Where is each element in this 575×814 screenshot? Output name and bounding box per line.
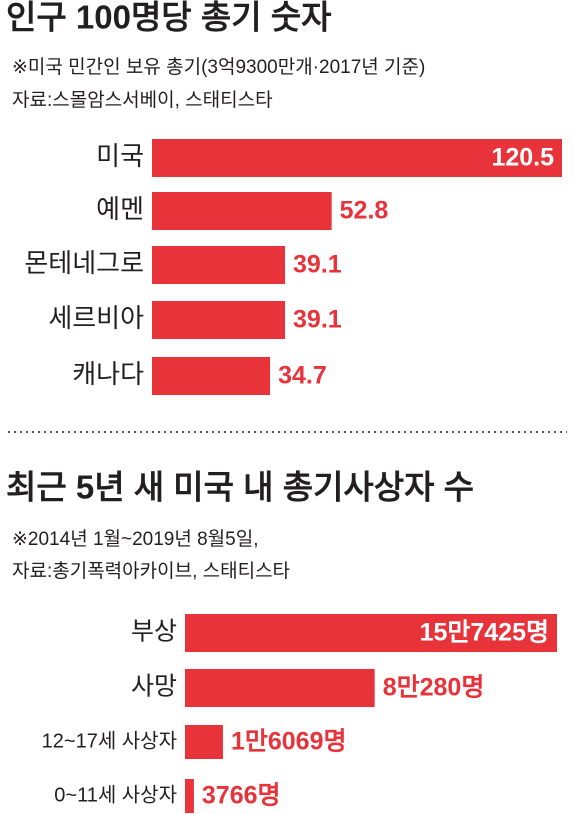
source: 자료:스몰암스서베이, 스태티스타 — [12, 89, 273, 111]
subtitle: ※미국 민간인 보유 총기(3억9300만개·2017년 기준) — [12, 56, 425, 78]
value-label: 3766명 — [202, 782, 281, 810]
category-label: 0~11세 사상자 — [54, 783, 177, 806]
category-label: 사망 — [131, 673, 177, 701]
value-label: 39.1 — [293, 251, 342, 279]
value-label: 34.7 — [278, 362, 327, 390]
value-label: 39.1 — [293, 306, 342, 334]
category-label: 몬테네그로 — [24, 248, 144, 278]
category-label: 부상 — [131, 618, 177, 646]
category-label: 세르비아 — [48, 303, 144, 333]
bar — [185, 669, 375, 707]
value-label: 1만6069명 — [231, 728, 347, 756]
bar — [152, 301, 286, 339]
category-label: 예멘 — [96, 194, 144, 224]
value-label: 15만7425명 — [420, 619, 549, 647]
bar — [152, 357, 271, 395]
value-label: 52.8 — [340, 197, 389, 225]
chart-title: 인구 100명당 총기 숫자 — [6, 0, 332, 36]
bar — [152, 246, 286, 284]
category-label: 미국 — [96, 141, 144, 171]
value-label: 120.5 — [491, 144, 554, 172]
bar — [185, 779, 194, 813]
subtitle: ※2014년 1월~2019년 8월5일, — [12, 528, 259, 550]
chart-title: 최근 5년 새 미국 내 총기사상자 수 — [6, 469, 474, 506]
bar — [152, 192, 332, 230]
bar — [185, 725, 223, 759]
value-label: 8만280명 — [383, 674, 485, 702]
bar — [185, 614, 557, 652]
bar — [152, 139, 562, 177]
category-label: 캐나다 — [72, 359, 144, 389]
category-label: 12~17세 사상자 — [42, 729, 177, 752]
source: 자료:총기폭력아카이브, 스태티스타 — [12, 560, 290, 582]
